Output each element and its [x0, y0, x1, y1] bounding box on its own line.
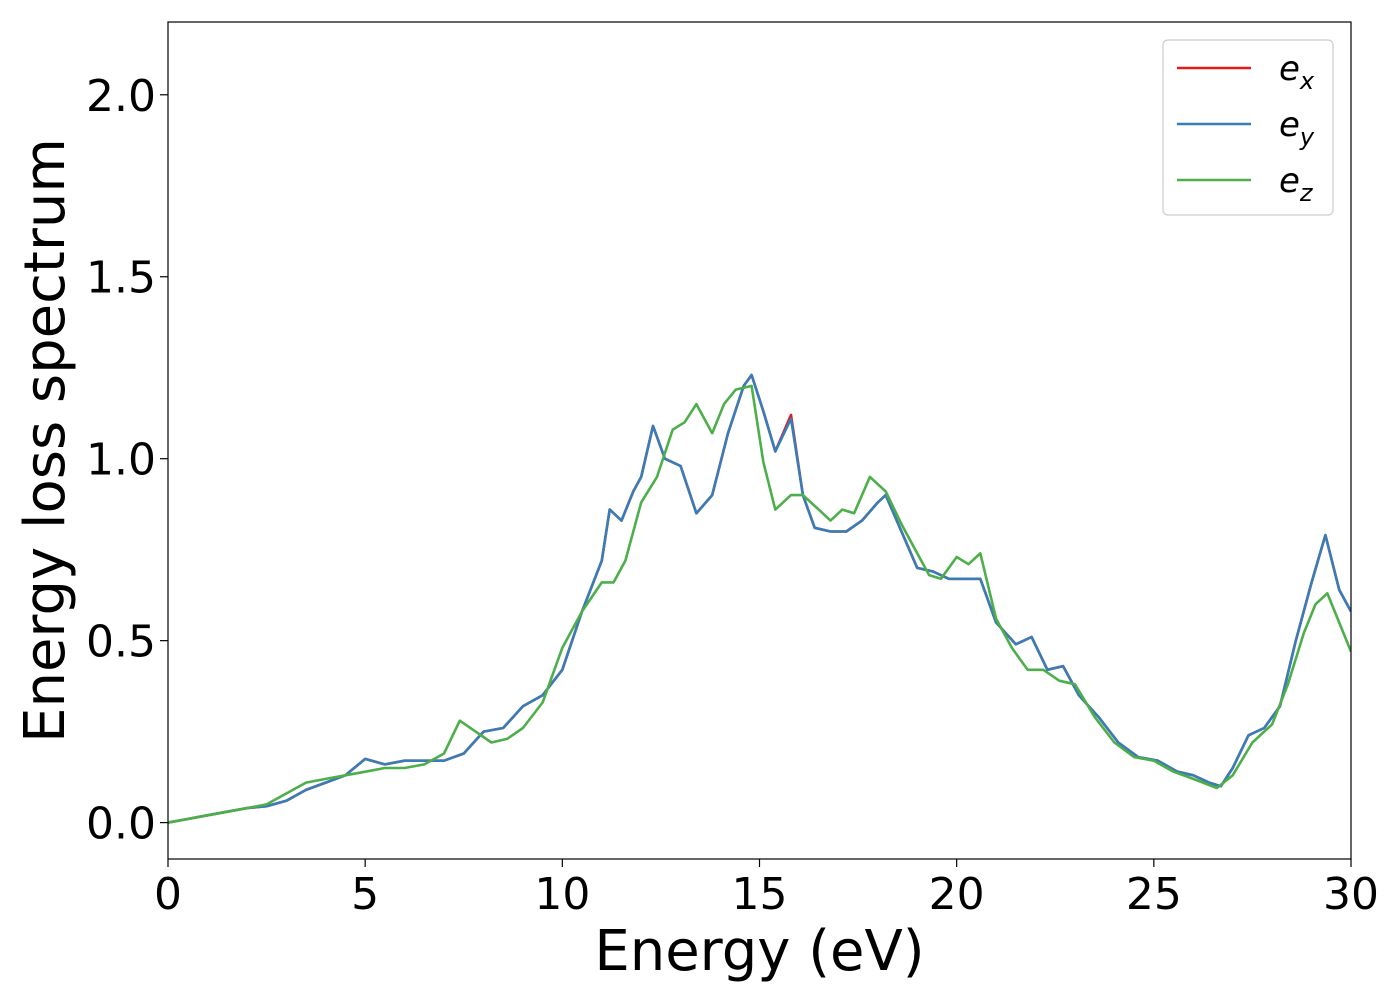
x-tick-label: 10: [534, 869, 590, 920]
series-line-y: [168, 373, 1351, 824]
x-tick-label: 0: [154, 869, 182, 920]
x-tick-label: 20: [929, 869, 985, 920]
x-tick-label: 15: [732, 869, 788, 920]
y-tick-label: 1.5: [86, 253, 156, 304]
y-tick-label: 0.0: [86, 799, 156, 850]
y-axis-title: Energy loss spectrum: [13, 138, 78, 743]
y-tick-label: 0.5: [86, 617, 156, 668]
x-axis-title: Energy (eV): [594, 919, 924, 984]
x-tick-label: 25: [1126, 869, 1182, 920]
legend-label-x: ex: [1279, 49, 1315, 95]
x-tick-label: 30: [1323, 869, 1379, 920]
legend-label-y: ey: [1279, 105, 1315, 151]
series-line-z: [168, 384, 1351, 824]
legend-label-z: ez: [1279, 161, 1314, 207]
y-tick-label: 2.0: [86, 71, 156, 122]
y-tick-label: 1.0: [86, 435, 156, 486]
plot-area: [168, 373, 1351, 824]
axes: 0 5 10 15 20 25 30 0.0 0.5 1.0 1.5 2.0: [86, 21, 1379, 920]
legend-box: [1162, 39, 1334, 216]
legend: ex ey ez: [1162, 39, 1334, 216]
x-tick-label: 5: [351, 869, 379, 920]
